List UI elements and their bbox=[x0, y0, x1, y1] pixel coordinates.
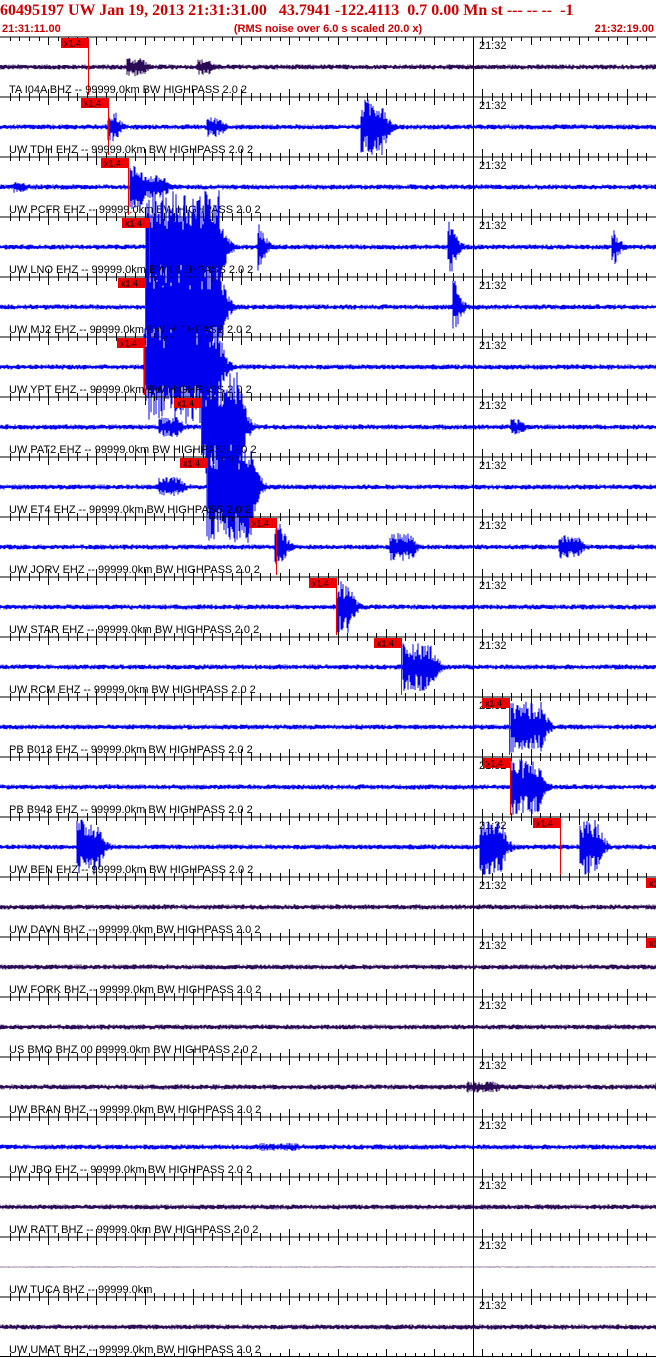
pick-label: x1.4 bbox=[377, 639, 394, 649]
pick-marker bbox=[533, 818, 560, 828]
pick-marker bbox=[61, 38, 88, 48]
end-time-label: 21:32:19.00 bbox=[594, 23, 654, 35]
pick-label: x1.4 bbox=[120, 339, 137, 349]
minute-label: 21:32 bbox=[479, 520, 507, 532]
station-label: UW DAVN BHZ -- 99999.0km BW HIGHPASS 2.0… bbox=[9, 924, 260, 936]
minute-label: 21:32 bbox=[479, 1000, 507, 1012]
station-label: UW FORK BHZ -- 99999.0km BW HIGHPASS 2.0… bbox=[9, 984, 261, 996]
station-label: UW TUCA BHZ -- 99999.0km bbox=[9, 1284, 152, 1296]
minute-label: 21:32 bbox=[479, 640, 507, 652]
pick-label: x1.4 bbox=[536, 819, 553, 829]
minute-label: 21:32 bbox=[479, 160, 507, 172]
pick-label: x1.4 bbox=[485, 699, 502, 709]
station-label: PB B943 EHZ -- 99999.0km BW HIGHPASS 2.0… bbox=[9, 804, 253, 816]
pick-marker bbox=[646, 938, 656, 948]
pick-marker bbox=[374, 638, 401, 648]
waveform-trace bbox=[0, 1143, 656, 1151]
pick-label: x1.4 bbox=[252, 519, 269, 529]
pick-label: x1.4 bbox=[183, 459, 200, 469]
minute-label: 21:32 bbox=[479, 580, 507, 592]
minute-label: 21:32 bbox=[479, 1120, 507, 1132]
pick-marker bbox=[646, 878, 656, 888]
waveform-trace bbox=[0, 904, 656, 910]
pick-label: x1.4 bbox=[312, 579, 329, 589]
pick-label: x1.4 bbox=[104, 159, 121, 169]
pick-marker bbox=[117, 338, 144, 348]
station-label: TA I04A BHZ -- 99999.0km BW HIGHPASS 2.0… bbox=[9, 84, 247, 96]
minute-label: 21:32 bbox=[479, 880, 507, 892]
station-label: UW STAR EHZ -- 99999.0km BW HIGHPASS 2.0… bbox=[9, 624, 259, 636]
pick-marker bbox=[118, 278, 145, 288]
station-label: UW YPT EHZ -- 99999.0km BW HIGHPASS 2.0 … bbox=[9, 384, 252, 396]
station-label: UW ET4 EHZ -- 99999.0km BW HIGHPASS 2.0 … bbox=[9, 504, 251, 516]
pick-marker bbox=[309, 578, 336, 588]
rms-noise-note: (RMS noise over 6.0 s scaled 20.0 x) bbox=[233, 23, 423, 35]
station-label: UW LNO EHZ -- 99999.0km BW HIGHPASS 2.0 … bbox=[9, 264, 253, 276]
minute-label: 21:32 bbox=[479, 400, 507, 412]
pick-marker bbox=[180, 458, 207, 468]
station-label: UW BRAN BHZ -- 99999.0km BW HIGHPASS 2.0… bbox=[9, 1104, 261, 1116]
waveform-trace bbox=[0, 1024, 656, 1030]
waveform-trace bbox=[0, 524, 656, 565]
waveform-trace bbox=[0, 165, 656, 209]
pick-label: x1.4 bbox=[84, 99, 101, 109]
pick-marker bbox=[482, 698, 509, 708]
station-label: UW UMAT BHZ -- 99999.0km BW HIGHPASS 2.0… bbox=[9, 1344, 261, 1356]
pick-marker bbox=[122, 218, 149, 228]
minute-label: 21:32 bbox=[479, 1240, 507, 1252]
station-label: UW PAT2 EHZ -- 99999.0km BW HIGHPASS 2.0… bbox=[9, 444, 257, 456]
station-label: UW JBO EHZ -- 99999.0km BW HIGHPASS 2.0 … bbox=[9, 1164, 252, 1176]
waveform-trace bbox=[0, 99, 656, 155]
minute-label: 21:32 bbox=[479, 940, 507, 952]
station-label: UW JORV EHZ -- 99999.0km BW HIGHPASS 2.0… bbox=[9, 564, 260, 576]
waveform-trace bbox=[0, 581, 656, 633]
pick-label: x1.4 bbox=[649, 939, 656, 949]
event-header-title: 60495197 UW Jan 19, 2013 21:31:31.00 43.… bbox=[0, 2, 574, 19]
waveform-trace bbox=[0, 1081, 656, 1093]
pick-label: x1.4 bbox=[121, 279, 138, 289]
pick-marker bbox=[101, 158, 128, 168]
minute-label: 21:32 bbox=[479, 220, 507, 232]
station-label: UW TDH EHZ -- 99999.0km BW HIGHPASS 2.0 … bbox=[9, 144, 253, 156]
station-label: UW PCFR EHZ -- 99999.0km BW HIGHPASS 2.0… bbox=[9, 204, 261, 216]
station-label: UW RATT BHZ -- 99999.0km BW HIGHPASS 2.0… bbox=[9, 1224, 258, 1236]
station-label: PB B013 EHZ -- 99999.0km BW HIGHPASS 2.0… bbox=[9, 744, 253, 756]
minute-label: 21:32 bbox=[479, 100, 507, 112]
minute-label: 21:32 bbox=[479, 1180, 507, 1192]
minute-label: 21:32 bbox=[479, 40, 507, 52]
waveform-trace bbox=[0, 58, 656, 77]
waveform-trace bbox=[0, 964, 656, 970]
waveform-trace bbox=[0, 701, 656, 753]
pick-label: x1.4 bbox=[64, 39, 81, 49]
waveform-trace bbox=[0, 369, 656, 485]
minute-label: 21:32 bbox=[479, 1300, 507, 1312]
station-label: UW RCM EHZ -- 99999.0km BW HIGHPASS 2.0 … bbox=[9, 684, 256, 696]
waveform-trace bbox=[0, 431, 656, 543]
minute-label: 21:32 bbox=[479, 340, 507, 352]
start-time-label: 21:31:11.00 bbox=[2, 23, 61, 35]
pick-marker bbox=[81, 98, 108, 108]
pick-marker bbox=[174, 398, 201, 408]
waveform-trace bbox=[0, 1266, 656, 1268]
pick-label: x1.4 bbox=[486, 759, 503, 769]
minute-label: 21:32 bbox=[479, 820, 507, 832]
waveform-trace bbox=[0, 309, 656, 424]
waveform-trace bbox=[0, 1204, 656, 1210]
waveform-trace bbox=[0, 819, 656, 875]
waveform-trace bbox=[0, 1324, 656, 1330]
pick-label: x1.4 bbox=[649, 879, 656, 889]
pick-marker bbox=[483, 758, 510, 768]
pick-label: x1.4 bbox=[177, 399, 194, 409]
station-label: US BMO BHZ 00 99999.0km BW HIGHPASS 2.0 … bbox=[9, 1044, 258, 1056]
station-label: UW BEN EHZ -- 99999.0km BW HIGHPASS 2.0 … bbox=[9, 864, 253, 876]
minute-label: 21:32 bbox=[479, 280, 507, 292]
minute-label: 21:32 bbox=[479, 1060, 507, 1072]
minute-label: 21:32 bbox=[479, 460, 507, 472]
pick-marker bbox=[249, 518, 276, 528]
waveform-trace bbox=[0, 643, 656, 691]
pick-label: x1.4 bbox=[125, 219, 142, 229]
